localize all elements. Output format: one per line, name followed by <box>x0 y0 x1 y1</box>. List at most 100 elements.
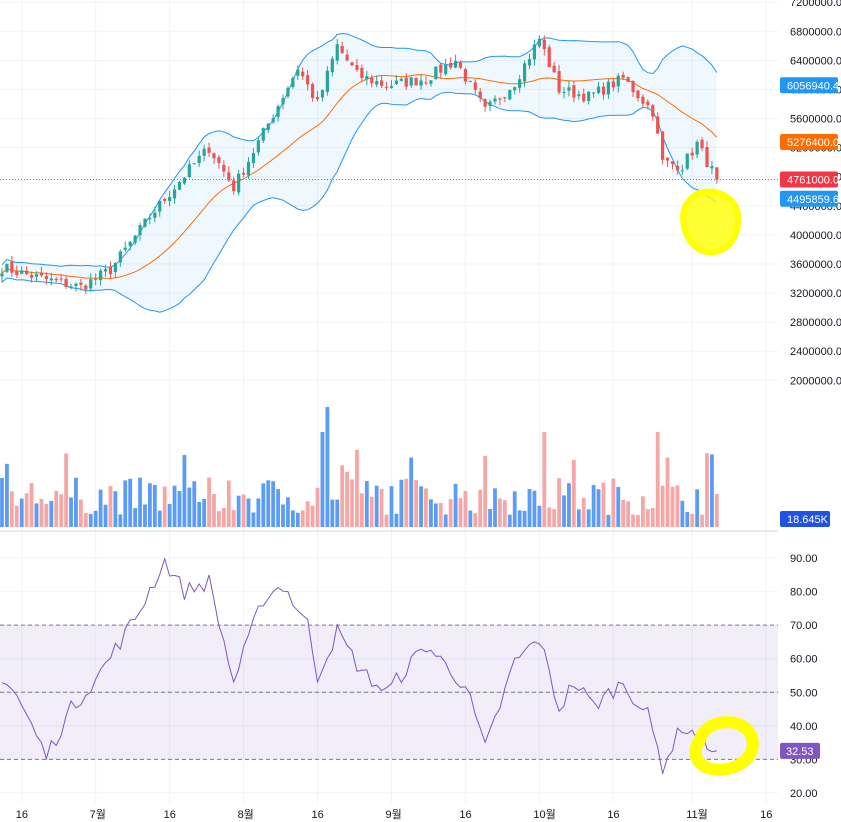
volume-bar <box>458 498 463 527</box>
candle-body <box>419 80 423 86</box>
price-tick-label: 6400000.0 <box>790 55 841 67</box>
time-tick-label: 7월 <box>90 808 106 821</box>
candle-body <box>384 86 389 88</box>
candle-body <box>34 274 39 277</box>
volume-bar <box>601 482 606 527</box>
price-tick-label: 2800000.0 <box>790 317 841 329</box>
rsi-tick-label: 20.00 <box>790 788 818 800</box>
volume-bar <box>655 432 660 527</box>
rsi-tick-label: 40.00 <box>790 721 818 733</box>
price-badge-label: 4495859.6 <box>787 194 839 206</box>
candle-body <box>118 251 122 263</box>
bollinger-lower-line <box>1 91 718 313</box>
volume-bar <box>5 463 9 527</box>
rsi-badge-label: 32.53 <box>786 746 814 758</box>
candle-body <box>641 96 645 104</box>
price-pane[interactable] <box>0 32 778 313</box>
candle-body <box>611 81 615 88</box>
candle-body <box>434 66 438 80</box>
candle-body <box>621 74 625 78</box>
rsi-axis[interactable]: 90.0080.0070.0060.0050.0040.0030.0020.00… <box>780 553 820 800</box>
price-tick-label: 2400000.0 <box>790 346 841 358</box>
candle-body <box>153 212 157 218</box>
grid <box>0 0 778 803</box>
volume-bar <box>49 500 54 527</box>
volume-bar <box>74 477 78 527</box>
volume-pane[interactable] <box>0 407 719 527</box>
candle-body <box>626 77 630 82</box>
volume-bar <box>714 493 719 527</box>
rsi-badge <box>780 742 820 759</box>
time-tick-label: 16 <box>607 809 619 821</box>
candle-body <box>661 131 665 160</box>
rsi-tick-label: 50.00 <box>790 687 818 699</box>
volume-bar <box>685 511 690 527</box>
volume-bar <box>695 489 700 527</box>
candle-body <box>360 67 364 78</box>
candle-body <box>25 270 29 275</box>
volume-bar <box>246 498 251 527</box>
candle-body <box>54 278 58 281</box>
candle-body <box>266 123 270 130</box>
volume-bar <box>69 497 73 527</box>
price-tick-label: 5600000.0 <box>790 114 841 126</box>
candle-body <box>522 63 527 82</box>
candle-body <box>212 153 216 159</box>
candle-body <box>271 118 275 123</box>
volume-bar <box>266 480 271 527</box>
candle-body <box>592 92 596 94</box>
candle-body <box>493 98 497 102</box>
candle-body <box>192 163 196 165</box>
candle-body <box>429 80 433 84</box>
candle-body <box>286 87 290 97</box>
candle-body <box>483 99 487 107</box>
candle-body <box>552 65 556 73</box>
volume-bar <box>133 508 138 527</box>
price-axis[interactable]: 7200000.06800000.06400000.06000000.05600… <box>780 0 841 527</box>
volume-bar <box>468 510 473 527</box>
volume-bar <box>128 478 133 527</box>
time-axis[interactable]: 16 7월 16 8월 16 9월 16 10월 16 11월 16 <box>16 808 773 821</box>
volume-bar <box>493 488 497 527</box>
candle-body <box>20 270 24 274</box>
price-badge-label: 6056940.4 <box>787 80 839 92</box>
volume-bar <box>78 499 83 527</box>
volume-bar <box>177 491 182 527</box>
volume-bar <box>241 494 246 527</box>
candle-body <box>557 71 561 93</box>
candle-body <box>89 279 93 289</box>
rsi-pane[interactable] <box>0 556 778 775</box>
candle-body <box>468 80 472 82</box>
rsi-tick-label: 80.00 <box>790 587 818 599</box>
candle-body <box>325 70 329 92</box>
volume-bar <box>616 487 621 527</box>
volume-bar <box>93 510 98 527</box>
volume-bar <box>680 500 685 527</box>
candle-body <box>572 85 576 98</box>
volume-bar <box>172 485 177 527</box>
volume-badge-label: 18.645K <box>787 514 829 526</box>
volume-bar <box>710 454 714 527</box>
volume-bar <box>281 504 285 527</box>
price-badge-label: 4761000.0 <box>787 175 839 187</box>
time-tick-label: 8월 <box>238 808 254 821</box>
candle-body <box>498 98 502 100</box>
candle-body <box>488 101 492 107</box>
candle-body <box>69 286 73 288</box>
candle-body <box>458 62 463 68</box>
candle-body <box>0 273 4 277</box>
candle-body <box>108 266 113 275</box>
volume-bar <box>488 508 492 527</box>
rsi-line <box>1 556 717 775</box>
volume-bar <box>591 484 596 527</box>
candle-body <box>84 285 88 290</box>
candle-body <box>444 64 448 75</box>
volume-bar <box>295 512 300 527</box>
candle-body <box>345 54 349 61</box>
volume-bar <box>148 483 152 527</box>
volume-bar <box>143 504 147 527</box>
volume-bar <box>364 481 369 527</box>
volume-bar <box>483 455 488 527</box>
candle-body <box>577 94 581 97</box>
